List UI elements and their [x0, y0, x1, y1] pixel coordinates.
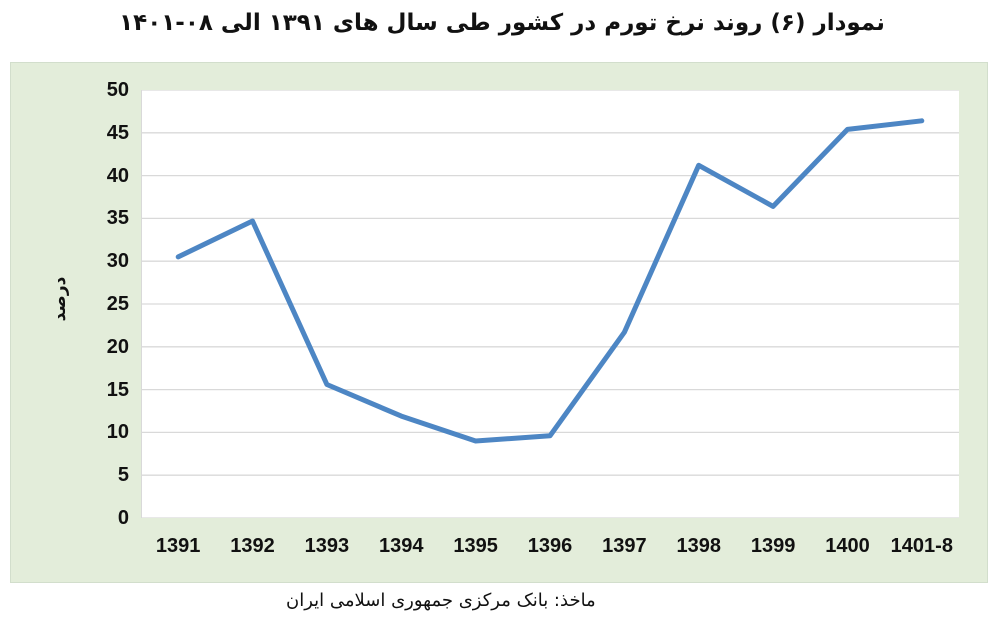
chart-title: نمودار (۶) روند نرخ تورم در کشور طی سال … — [119, 10, 885, 36]
x-tick-label: 1392 — [230, 535, 275, 557]
y-tick-label: 45 — [106, 121, 129, 144]
inflation-line-series — [175, 118, 925, 444]
y-tick-label: 10 — [106, 421, 129, 444]
plot-area — [141, 90, 959, 518]
y-tick-label: 30 — [106, 250, 129, 273]
y-tick-label: 50 — [106, 79, 129, 101]
y-tick-label: 15 — [106, 378, 129, 401]
x-tick-label: 1400 — [825, 535, 870, 557]
y-tick-label: 20 — [106, 335, 129, 358]
x-tick-label: 1394 — [379, 535, 424, 557]
y-tick-label: 40 — [106, 164, 129, 187]
x-tick-label: 1401-8 — [890, 535, 953, 557]
y-tick-label: 0 — [117, 507, 129, 529]
x-tick-label: 1397 — [602, 535, 647, 557]
y-tick-label: 25 — [106, 293, 129, 315]
chart-panel: درصد 50 45 40 35 30 25 20 15 10 5 0 1391 1392 1393 13… — [10, 62, 988, 583]
y-tick-label: 35 — [106, 207, 129, 230]
x-tick-label: 1396 — [527, 535, 573, 557]
y-tick-label: 5 — [117, 464, 129, 487]
x-tick-label: 1399 — [750, 535, 796, 557]
x-tick-label: 1395 — [453, 535, 498, 557]
x-tick-label: 1393 — [304, 535, 350, 557]
x-tick-label: 1398 — [676, 535, 721, 557]
x-tick-label: 1391 — [155, 535, 201, 557]
source-note: ماخذ: بانک مرکزی جمهوری اسلامی ایران — [286, 590, 596, 611]
